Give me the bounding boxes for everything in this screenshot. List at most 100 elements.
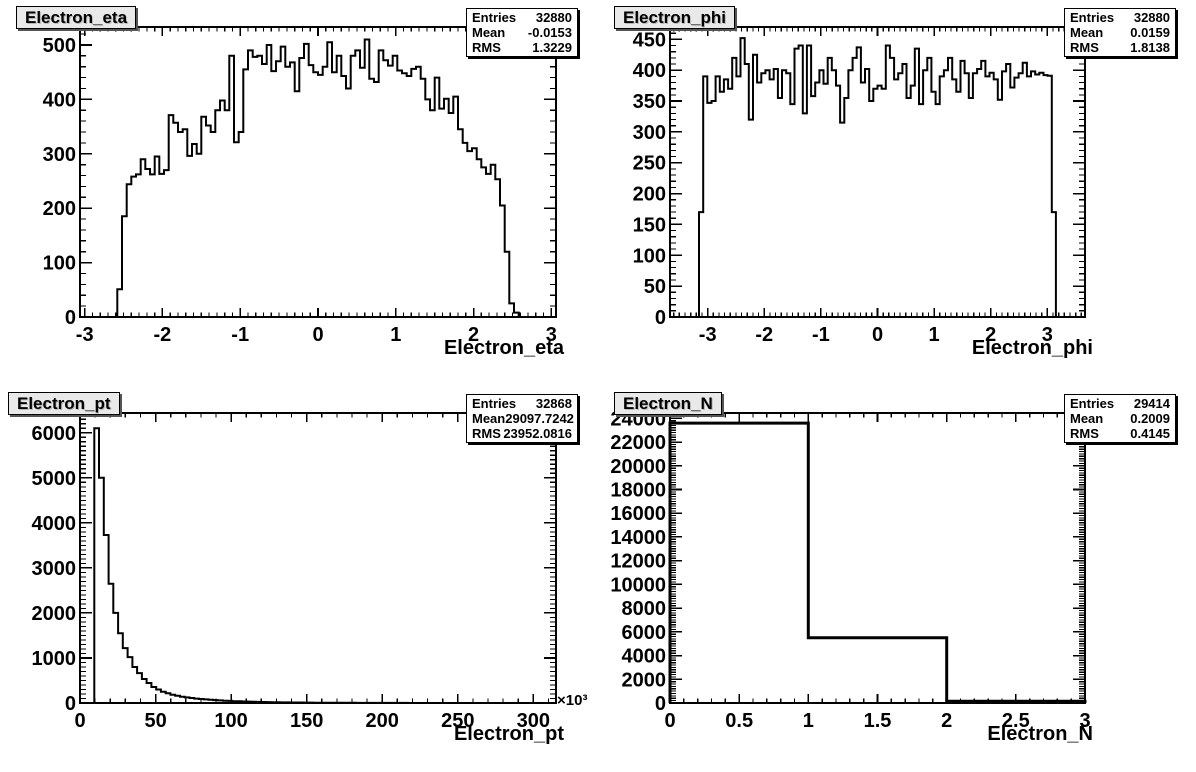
stats-mean-label: Mean <box>472 411 506 426</box>
svg-text:-3: -3 <box>699 324 717 346</box>
stats-mean-value: 29097.7242 <box>505 411 574 426</box>
svg-text:400: 400 <box>43 89 76 111</box>
stats-entries-label: Entries <box>472 396 517 411</box>
histogram-title-box: Electron_eta <box>16 6 137 29</box>
stats-row-rms: RMS 23952.0816 <box>467 426 577 441</box>
svg-text:12000: 12000 <box>610 551 666 573</box>
svg-text:8000: 8000 <box>622 598 667 620</box>
x-axis-title: Electron_pt <box>453 723 564 745</box>
svg-text:250: 250 <box>441 710 474 732</box>
svg-text:300: 300 <box>517 710 550 732</box>
svg-text:3: 3 <box>1079 710 1090 732</box>
x-axis-title: Electron_eta <box>443 337 564 359</box>
svg-text:-1: -1 <box>231 324 249 346</box>
svg-text:1: 1 <box>390 324 401 346</box>
svg-text:400: 400 <box>633 60 666 82</box>
svg-text:0: 0 <box>664 710 675 732</box>
stats-row-entries: Entries 32868 <box>467 396 577 411</box>
stats-box: Entries 32880 Mean 0.0159 RMS 1.8138 <box>1064 8 1176 57</box>
svg-text:1: 1 <box>929 324 940 346</box>
svg-text:18000: 18000 <box>610 480 666 502</box>
svg-text:3: 3 <box>546 324 557 346</box>
stats-row-mean: Mean 29097.7242 <box>467 411 577 426</box>
histogram-title-box: Electron_pt <box>8 392 120 415</box>
svg-text:5000: 5000 <box>32 468 77 490</box>
stats-entries-label: Entries <box>472 10 517 25</box>
svg-text:-3: -3 <box>76 324 94 346</box>
histogram-title-text: Electron_pt <box>17 394 111 413</box>
svg-text:0: 0 <box>65 307 76 329</box>
svg-text:100: 100 <box>43 253 76 275</box>
svg-text:0: 0 <box>655 693 666 715</box>
stats-row-entries: Entries 32880 <box>467 10 577 25</box>
svg-text:14000: 14000 <box>610 527 666 549</box>
stats-entries-label: Entries <box>1070 396 1115 411</box>
svg-text:2: 2 <box>941 710 952 732</box>
stats-row-mean: Mean 0.0159 <box>1065 25 1175 40</box>
stats-entries-value: 32880 <box>1133 10 1170 25</box>
svg-text:10000: 10000 <box>610 574 666 596</box>
svg-text:6000: 6000 <box>622 622 667 644</box>
stats-rms-value: 23952.0816 <box>503 426 572 441</box>
x-axis-exponent-label: ×10³ <box>557 692 588 709</box>
svg-text:2000: 2000 <box>32 603 77 625</box>
electron-pt-histogram-plot: 0 50 100 150 200 250 3000100020003000400050006… <box>32 412 557 732</box>
svg-text:6000: 6000 <box>32 423 77 445</box>
stats-box: Entries 32868 Mean 29097.7242 RMS 23952.… <box>466 394 578 443</box>
pad-electron-eta: -3 -2 -1 0 1 2 3 0 100 200 300 400 500 Electron_eta … <box>0 0 598 386</box>
svg-text:-2: -2 <box>154 324 172 346</box>
svg-text:50: 50 <box>644 276 666 298</box>
stats-entries-value: 32880 <box>535 10 572 25</box>
stats-mean-value: 0.2009 <box>1130 411 1170 426</box>
svg-text:2: 2 <box>468 324 479 346</box>
svg-text:500: 500 <box>43 35 76 57</box>
svg-text:50: 50 <box>144 710 166 732</box>
svg-text:22000: 22000 <box>610 432 666 454</box>
svg-text:350: 350 <box>633 91 666 113</box>
x-axis-title: Electron_phi <box>971 337 1093 359</box>
svg-text:2: 2 <box>985 324 996 346</box>
svg-text:100: 100 <box>633 245 666 267</box>
svg-text:4000: 4000 <box>32 513 77 535</box>
histogram-title-text: Electron_eta <box>25 8 128 27</box>
svg-text:150: 150 <box>290 710 323 732</box>
svg-text:2000: 2000 <box>622 669 667 691</box>
stats-rms-value: 0.4145 <box>1130 426 1170 441</box>
svg-text:0: 0 <box>872 324 883 346</box>
svg-text:1000: 1000 <box>32 648 77 670</box>
electron-phi-histogram-plot: -3 -2 -1 0 1 2 3 0 50 100 150 200 250 300 350 400 450 <box>633 26 1086 346</box>
svg-text:4000: 4000 <box>622 646 667 668</box>
pad-electron-pt: 0 50 100 150 200 250 300 0 1000 2000 3000 4000 5000 6… <box>0 386 598 772</box>
stats-row-rms: RMS 0.4145 <box>1065 426 1175 441</box>
stats-rms-label: RMS <box>1070 426 1099 441</box>
stats-box: Entries 29414 Mean 0.2009 RMS 0.4145 <box>1064 394 1176 443</box>
stats-entries-value: 32868 <box>535 396 572 411</box>
svg-text:-2: -2 <box>755 324 773 346</box>
svg-text:0: 0 <box>312 324 323 346</box>
pad-electron-phi: -3 -2 -1 0 1 2 3 0 50 100 150 200 250 300 350 400 450 El… <box>598 0 1196 386</box>
svg-text:100: 100 <box>214 710 247 732</box>
stats-mean-value: -0.0153 <box>527 25 572 40</box>
stats-row-entries: Entries 29414 <box>1065 396 1175 411</box>
svg-text:0: 0 <box>74 710 85 732</box>
stats-rms-label: RMS <box>1070 40 1099 55</box>
svg-text:-1: -1 <box>812 324 830 346</box>
stats-row-rms: RMS 1.3229 <box>467 40 577 55</box>
svg-text:0: 0 <box>655 307 666 329</box>
stats-entries-value: 29414 <box>1133 396 1170 411</box>
histogram-title-text: Electron_N <box>623 394 713 413</box>
stats-mean-label: Mean <box>1070 411 1104 426</box>
svg-text:250: 250 <box>633 153 666 175</box>
stats-row-mean: Mean 0.2009 <box>1065 411 1175 426</box>
stats-rms-label: RMS <box>472 426 501 441</box>
svg-text:3000: 3000 <box>32 558 77 580</box>
svg-text:1: 1 <box>803 710 814 732</box>
svg-text:150: 150 <box>633 214 666 236</box>
stats-entries-label: Entries <box>1070 10 1115 25</box>
svg-text:450: 450 <box>633 29 666 51</box>
stats-row-mean: Mean -0.0153 <box>467 25 577 40</box>
histogram-title-text: Electron_phi <box>623 8 726 27</box>
stats-rms-value: 1.3229 <box>532 40 572 55</box>
electron-eta-histogram-plot: -3 -2 -1 0 1 2 3 0 100 200 300 400 500 <box>43 26 557 346</box>
